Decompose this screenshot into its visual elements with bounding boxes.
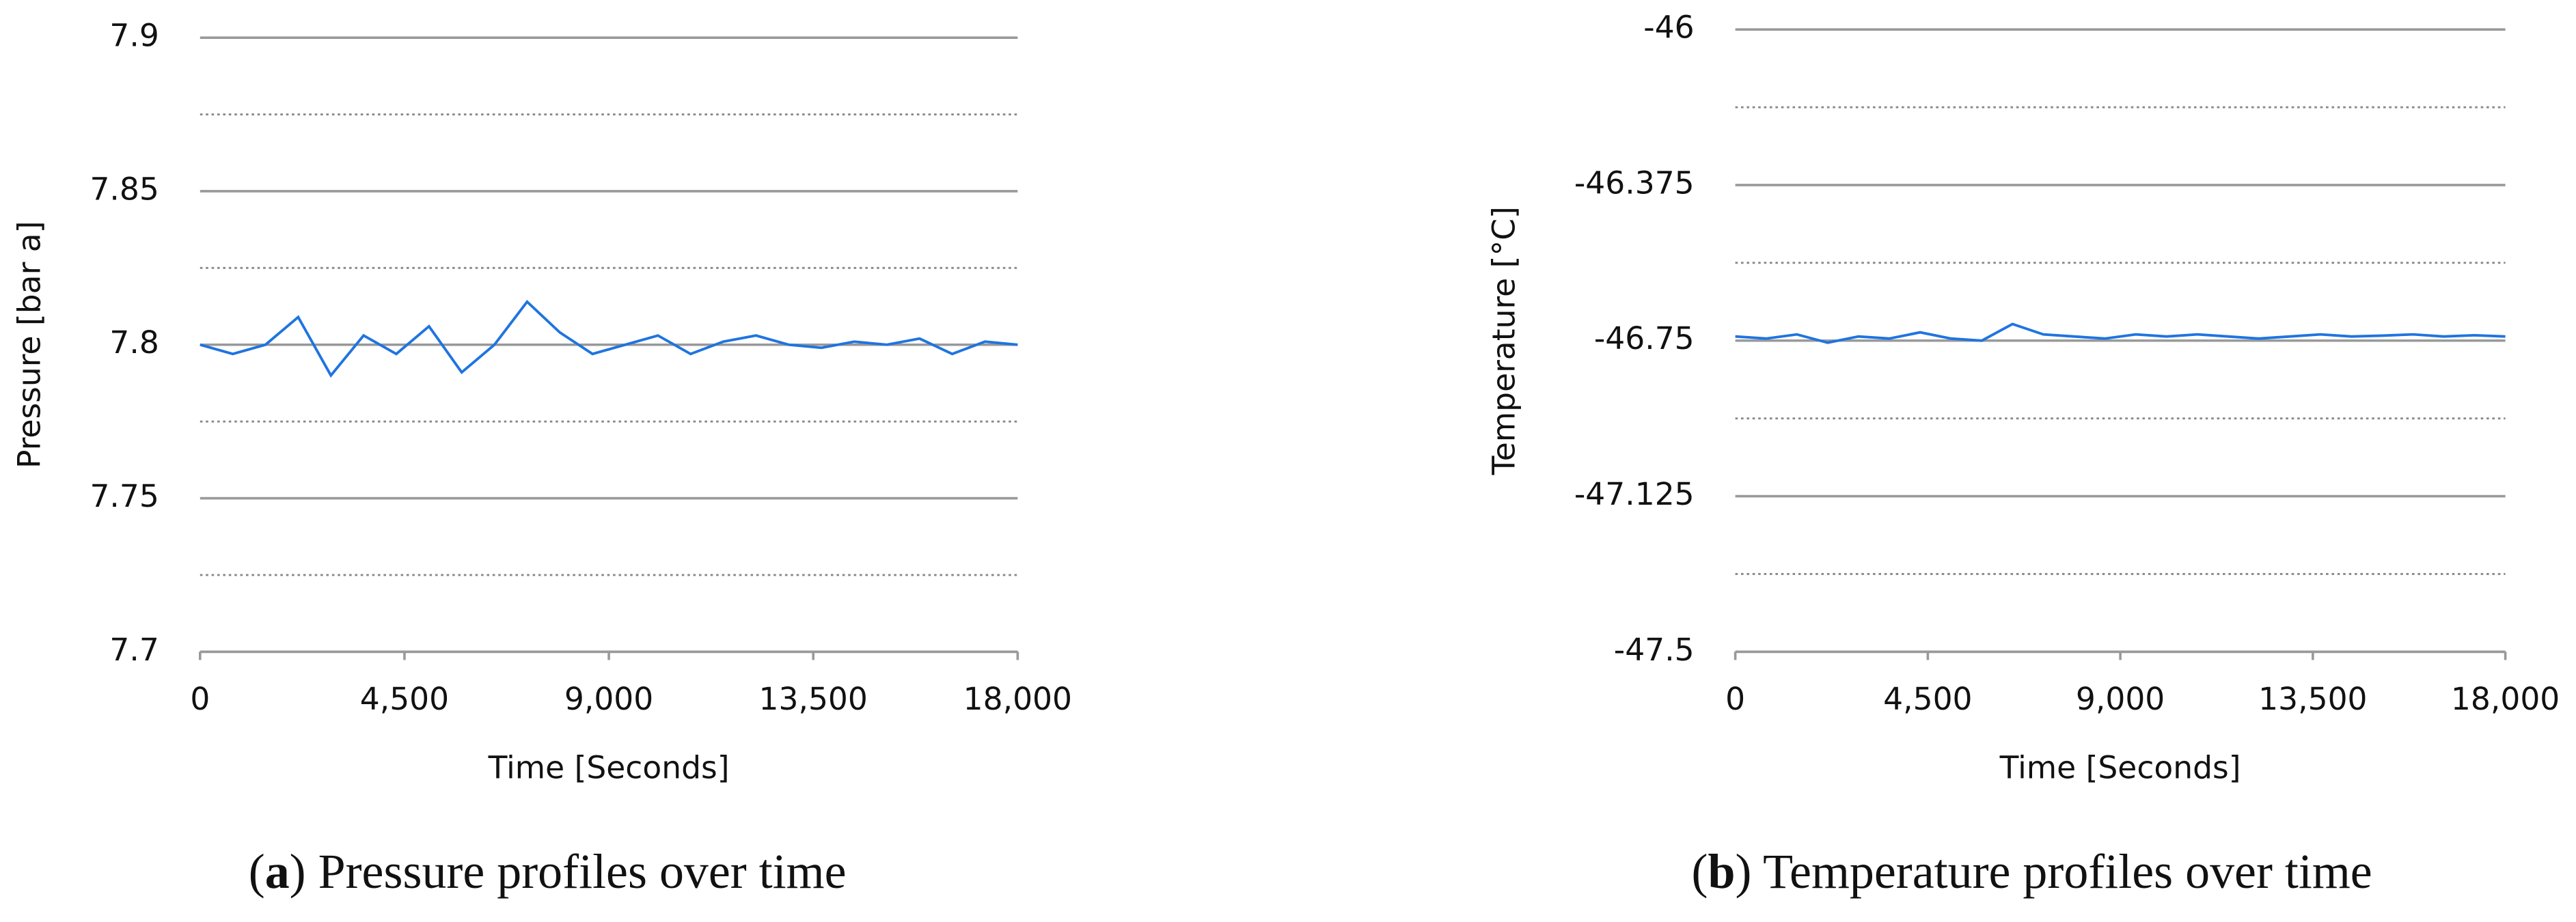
y-axis-title: Pressure [bar a] xyxy=(11,221,47,469)
y-tick-label: 7.8 xyxy=(109,324,159,361)
caption-part: ) Pressure profiles over time xyxy=(290,843,847,898)
x-tick-label: 9,000 xyxy=(564,681,653,717)
x-axis-title: Time [Seconds] xyxy=(1999,749,2241,785)
x-tick-label: 4,500 xyxy=(360,681,449,717)
x-tick-label: 0 xyxy=(1725,681,1745,717)
x-tick-label: 13,500 xyxy=(759,681,868,717)
caption-part: ( xyxy=(1692,843,1708,898)
y-axis-title: Temperature [°C] xyxy=(1485,206,1522,475)
y-tick-label: -46 xyxy=(1643,10,1694,46)
y-tick-label: 7.85 xyxy=(90,171,159,207)
x-tick-label: 13,500 xyxy=(2258,681,2367,717)
caption-part: ( xyxy=(249,843,265,898)
caption: (b) Temperature profiles over time xyxy=(1692,843,2372,898)
y-tick-label: -46.75 xyxy=(1594,320,1695,357)
x-tick-label: 9,000 xyxy=(2076,681,2165,717)
x-tick-label: 0 xyxy=(190,681,210,717)
data-line xyxy=(1735,322,2506,344)
x-tick-label: 18,000 xyxy=(2451,681,2560,717)
data-line xyxy=(200,299,1018,378)
caption-part: ) Temperature profiles over time xyxy=(1735,843,2372,898)
y-tick-label: 7.7 xyxy=(109,632,159,668)
y-tick-label: 7.75 xyxy=(90,478,159,514)
caption-part: a xyxy=(265,843,290,898)
x-tick-label: 4,500 xyxy=(1883,681,1972,717)
caption-part: b xyxy=(1708,843,1735,898)
caption: (a) Pressure profiles over time xyxy=(249,843,847,898)
y-tick-label: -46.375 xyxy=(1574,165,1695,201)
x-axis-title: Time [Seconds] xyxy=(488,749,730,785)
y-tick-label: -47.125 xyxy=(1574,476,1695,512)
y-tick-label: 7.9 xyxy=(109,18,159,54)
x-tick-label: 18,000 xyxy=(963,681,1072,717)
y-tick-label: -47.5 xyxy=(1614,632,1695,668)
